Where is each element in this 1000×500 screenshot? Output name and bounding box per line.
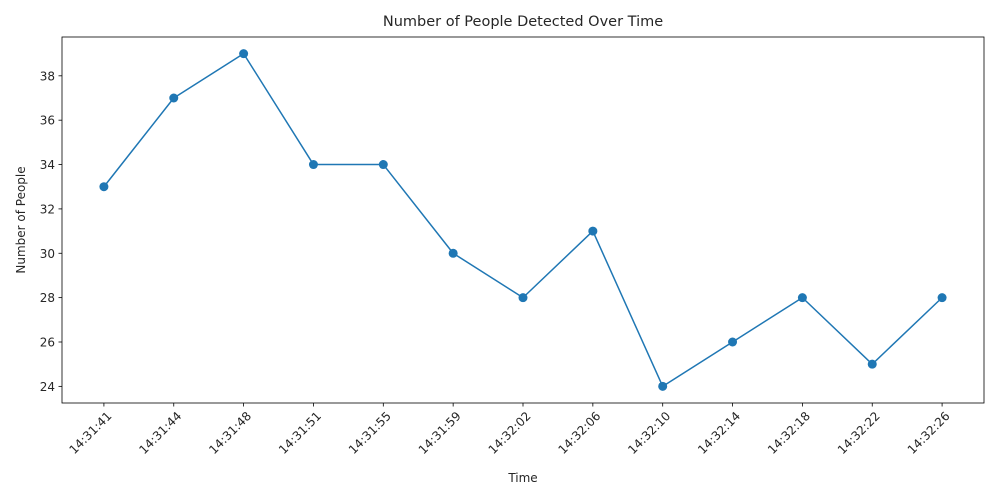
y-tick-label: 24	[40, 380, 55, 394]
data-point	[378, 160, 388, 170]
data-point	[99, 182, 109, 192]
y-tick-label: 36	[40, 114, 55, 128]
y-tick-label: 26	[40, 336, 55, 350]
y-tick-label: 38	[40, 69, 55, 83]
data-point	[239, 49, 249, 59]
chart-title: Number of People Detected Over Time	[383, 14, 663, 30]
data-point	[867, 359, 877, 369]
y-tick-label: 32	[40, 202, 55, 216]
y-axis-label: Number of People	[14, 166, 28, 273]
data-point	[518, 293, 528, 303]
data-point	[658, 381, 668, 391]
y-tick-label: 34	[40, 158, 55, 172]
data-point	[937, 293, 947, 303]
x-axis-label: Time	[507, 471, 537, 485]
data-point	[728, 337, 738, 347]
y-tick-label: 28	[40, 291, 55, 305]
y-tick-label: 30	[40, 247, 55, 261]
data-point	[588, 226, 598, 236]
data-point	[169, 93, 179, 103]
data-point	[308, 160, 318, 170]
data-point	[797, 293, 807, 303]
data-point	[448, 248, 458, 258]
axes-frame	[61, 36, 985, 404]
